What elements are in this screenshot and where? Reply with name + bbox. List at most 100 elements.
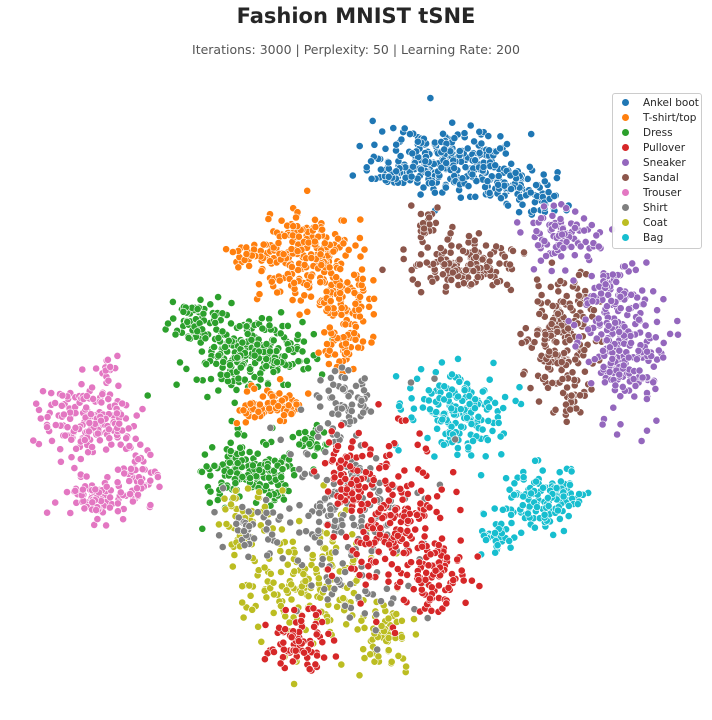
data-point [541,330,550,339]
data-point [192,375,201,384]
data-point [57,401,66,410]
data-point [67,435,76,444]
data-point [308,551,317,559]
data-point [417,486,425,495]
data-point [497,194,505,203]
series-sandal [378,201,606,426]
data-point [36,414,45,423]
data-point [307,272,315,281]
data-point [351,241,360,250]
data-point [281,606,290,614]
data-point [206,487,215,496]
data-point [410,615,418,623]
data-point [345,613,354,622]
data-point [430,374,439,383]
data-point [387,560,396,569]
data-point [273,288,282,297]
data-point [613,430,621,439]
data-point [357,616,366,625]
data-point [320,585,329,594]
data-point [384,646,393,655]
data-point [354,492,363,501]
data-point [358,274,367,283]
data-point [616,304,625,313]
data-point [590,355,599,364]
data-point [286,450,295,459]
data-point [607,296,616,305]
data-point [238,338,247,347]
data-point [234,263,243,272]
data-point [374,400,383,409]
data-point [575,270,583,279]
data-point [632,302,640,311]
data-point [243,387,251,396]
data-point [399,255,408,263]
data-point [551,221,559,230]
data-point [316,402,325,411]
data-point [104,376,113,385]
data-point [326,505,335,514]
data-point [486,250,495,259]
data-point [423,243,432,252]
data-point [348,171,357,180]
data-point [211,318,220,327]
data-point [581,367,589,376]
data-point [261,621,270,629]
data-point [376,524,385,532]
data-point [396,578,405,586]
data-point [262,495,270,504]
data-point [382,584,391,593]
data-point [258,392,267,401]
data-point [257,314,266,323]
data-point [499,404,508,412]
data-point [439,129,447,138]
data-point [226,361,234,369]
data-point [330,473,339,482]
data-point [60,410,68,419]
data-point [472,177,481,185]
data-point [575,490,583,498]
data-point [322,287,331,296]
data-point [355,571,364,579]
data-point [114,381,123,390]
data-point [506,543,515,552]
data-point [106,493,114,502]
data-point [563,383,571,392]
data-point [417,250,425,259]
data-point [368,117,377,125]
data-point [538,466,547,475]
data-point [323,304,332,313]
data-point [235,322,244,331]
data-point [303,186,312,195]
data-point [221,343,229,351]
data-point [392,610,401,618]
data-point [437,163,446,172]
data-point [337,660,346,669]
data-point [266,257,274,266]
data-point [253,508,262,517]
data-point [608,270,617,279]
legend-marker [622,204,629,211]
data-point [470,246,479,254]
data-point [615,346,624,355]
data-point [231,479,240,487]
data-point [533,297,542,306]
data-point [293,556,302,565]
data-point [562,400,570,409]
data-point [120,469,129,478]
data-point [467,451,476,460]
data-point [373,645,382,654]
data-point [346,580,355,589]
data-point [324,419,332,428]
data-point [438,270,447,279]
data-point [495,259,504,268]
data-point [338,559,347,568]
data-point [269,578,278,587]
data-point [418,468,427,477]
data-point [470,137,478,146]
data-point [491,548,500,557]
data-point [359,408,368,417]
data-point [507,185,515,193]
data-point [172,380,181,389]
data-point [426,550,435,559]
